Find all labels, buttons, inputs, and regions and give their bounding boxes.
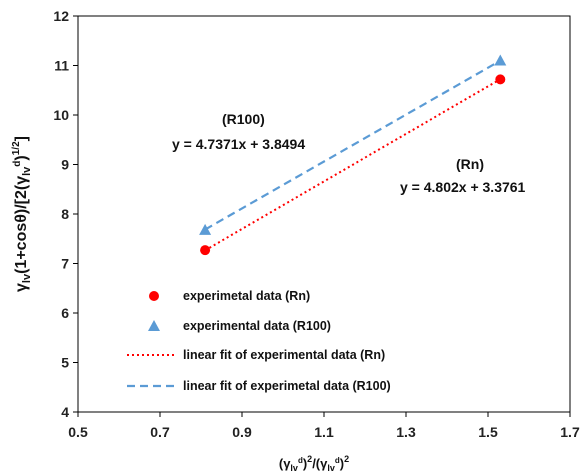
- y-tick-label: 12: [53, 8, 69, 24]
- x-tick-label: 1.3: [396, 424, 416, 440]
- x-tick-label: 1.5: [478, 424, 498, 440]
- x-tick-label: 0.5: [68, 424, 88, 440]
- annotation-r100-equation: y = 4.7371x + 3.8494: [172, 136, 305, 152]
- data-point-rn: [200, 245, 211, 256]
- data-point-rn: [495, 74, 506, 85]
- x-tick-label: 1.1: [314, 424, 334, 440]
- fit-lines: [204, 59, 501, 252]
- legend-label-fit-rn: linear fit of experimental data (Rn): [183, 348, 385, 362]
- x-tick-label: 1.7: [560, 424, 580, 440]
- legend-label-fit-r100: linear fit of experimetal data (R100): [183, 379, 391, 393]
- x-tick-label: 0.7: [150, 424, 170, 440]
- annotation-r100-label: (R100): [222, 111, 265, 127]
- y-tick-label: 6: [61, 305, 69, 321]
- data-point-r100: [494, 54, 507, 66]
- fit-line-rn: [204, 78, 501, 252]
- data-markers: [199, 54, 507, 256]
- legend-marker-rn: [149, 291, 159, 301]
- legend-label-r100: experimental data (R100): [183, 319, 331, 333]
- y-tick-label: 7: [61, 256, 69, 272]
- y-tick-label: 10: [53, 107, 69, 123]
- legend: experimetal data (Rn) experimental data …: [127, 289, 391, 393]
- y-axis-label: γlv(1+cosθ)/[2(γlvd)1/2]: [11, 136, 33, 292]
- x-axis-label: (γlvd)2/(γlvd)2: [279, 454, 349, 471]
- y-tick-label: 11: [54, 58, 69, 74]
- y-ticks: 4 5 6 7 8 9 10 11 12: [53, 8, 78, 420]
- x-ticks: 0.5 0.7 0.9 1.1 1.3 1.5 1.7: [68, 412, 580, 440]
- annotation-rn-equation: y = 4.802x + 3.3761: [400, 179, 526, 195]
- y-tick-label: 4: [61, 404, 69, 420]
- y-tick-label: 8: [61, 206, 69, 222]
- data-point-r100: [199, 223, 212, 235]
- annotation-rn-label: (Rn): [456, 156, 484, 172]
- y-tick-label: 5: [61, 355, 69, 371]
- legend-marker-r100: [148, 320, 160, 331]
- y-tick-label: 9: [61, 157, 69, 173]
- fit-line-r100: [204, 59, 501, 231]
- legend-label-rn: experimetal data (Rn): [183, 289, 310, 303]
- x-tick-label: 0.9: [232, 424, 252, 440]
